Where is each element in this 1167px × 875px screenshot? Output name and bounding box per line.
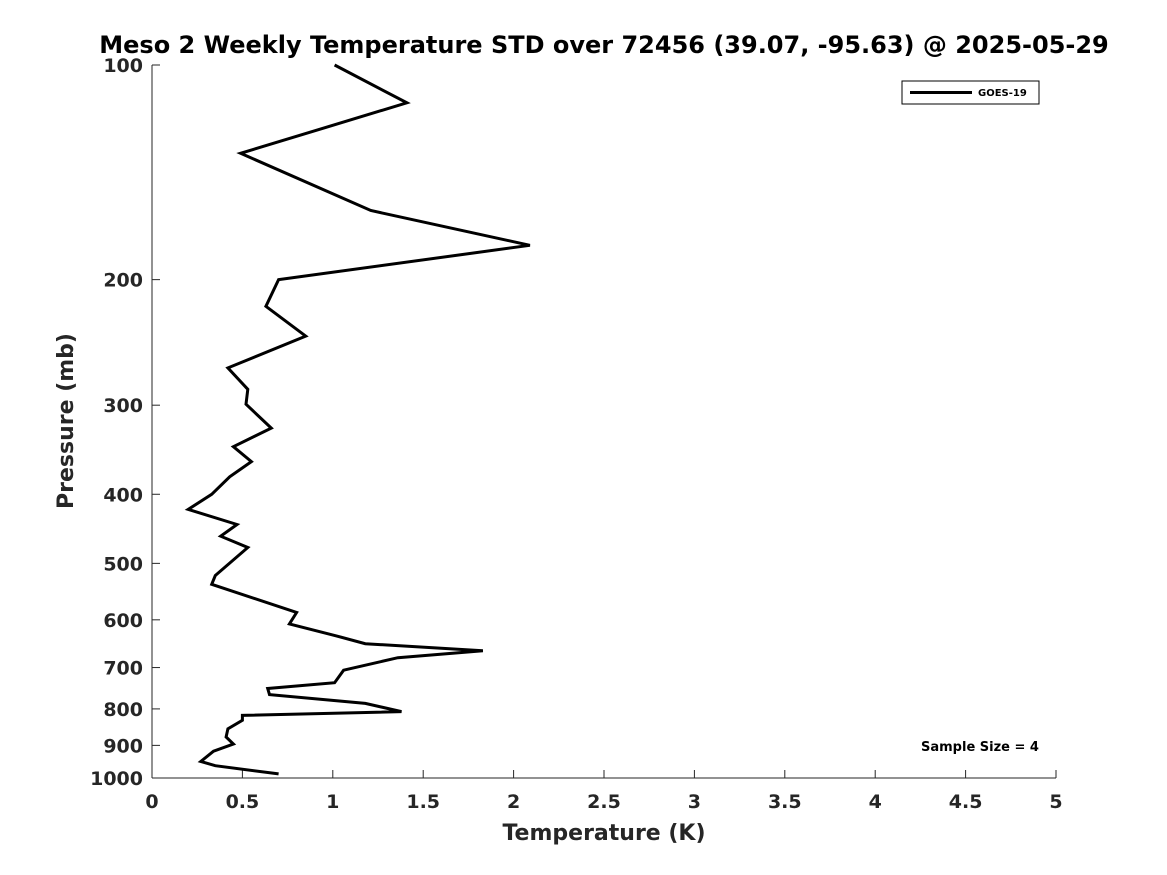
series-line-goes-19 bbox=[184, 63, 531, 776]
x-tick-label: 4.5 bbox=[949, 791, 983, 813]
x-tick-label: 4 bbox=[869, 791, 882, 813]
legend-label: GOES-19 bbox=[978, 88, 1027, 99]
series-layer bbox=[184, 63, 531, 776]
sample-size-annotation: Sample Size = 4 bbox=[921, 740, 1039, 755]
x-axis-label: Temperature (K) bbox=[502, 821, 705, 846]
y-tick-label: 900 bbox=[103, 735, 143, 757]
y-tick-label: 800 bbox=[103, 699, 143, 721]
y-tick-label: 100 bbox=[103, 55, 143, 77]
x-tick-label: 0.5 bbox=[226, 791, 260, 813]
y-tick-label: 500 bbox=[103, 553, 143, 575]
x-tick-label: 1 bbox=[326, 791, 339, 813]
y-tick-label: 1000 bbox=[90, 768, 143, 790]
y-tick-label: 200 bbox=[103, 270, 143, 292]
y-tick-label: 400 bbox=[103, 484, 143, 506]
x-tick-label: 5 bbox=[1049, 791, 1062, 813]
x-ticks: 0 0.5 1 1.5 2 2.5 3 3.5 4 4.5 5 bbox=[145, 770, 1063, 813]
legend: GOES-19 bbox=[901, 80, 1040, 105]
y-tick-label: 700 bbox=[103, 658, 143, 680]
x-tick-label: 1.5 bbox=[406, 791, 440, 813]
chart-title: Meso 2 Weekly Temperature STD over 72456… bbox=[99, 31, 1109, 59]
x-tick-label: 0 bbox=[145, 791, 158, 813]
x-tick-label: 2.5 bbox=[587, 791, 621, 813]
x-tick-label: 3.5 bbox=[768, 791, 802, 813]
y-tick-label: 600 bbox=[103, 610, 143, 632]
y-axis-label: Pressure (mb) bbox=[54, 333, 79, 509]
x-tick-label: 2 bbox=[507, 791, 520, 813]
y-tick-label: 300 bbox=[103, 395, 143, 417]
y-ticks: 100 200 300 400 500 600 700 800 900 1000 bbox=[90, 55, 160, 790]
x-tick-label: 3 bbox=[688, 791, 701, 813]
